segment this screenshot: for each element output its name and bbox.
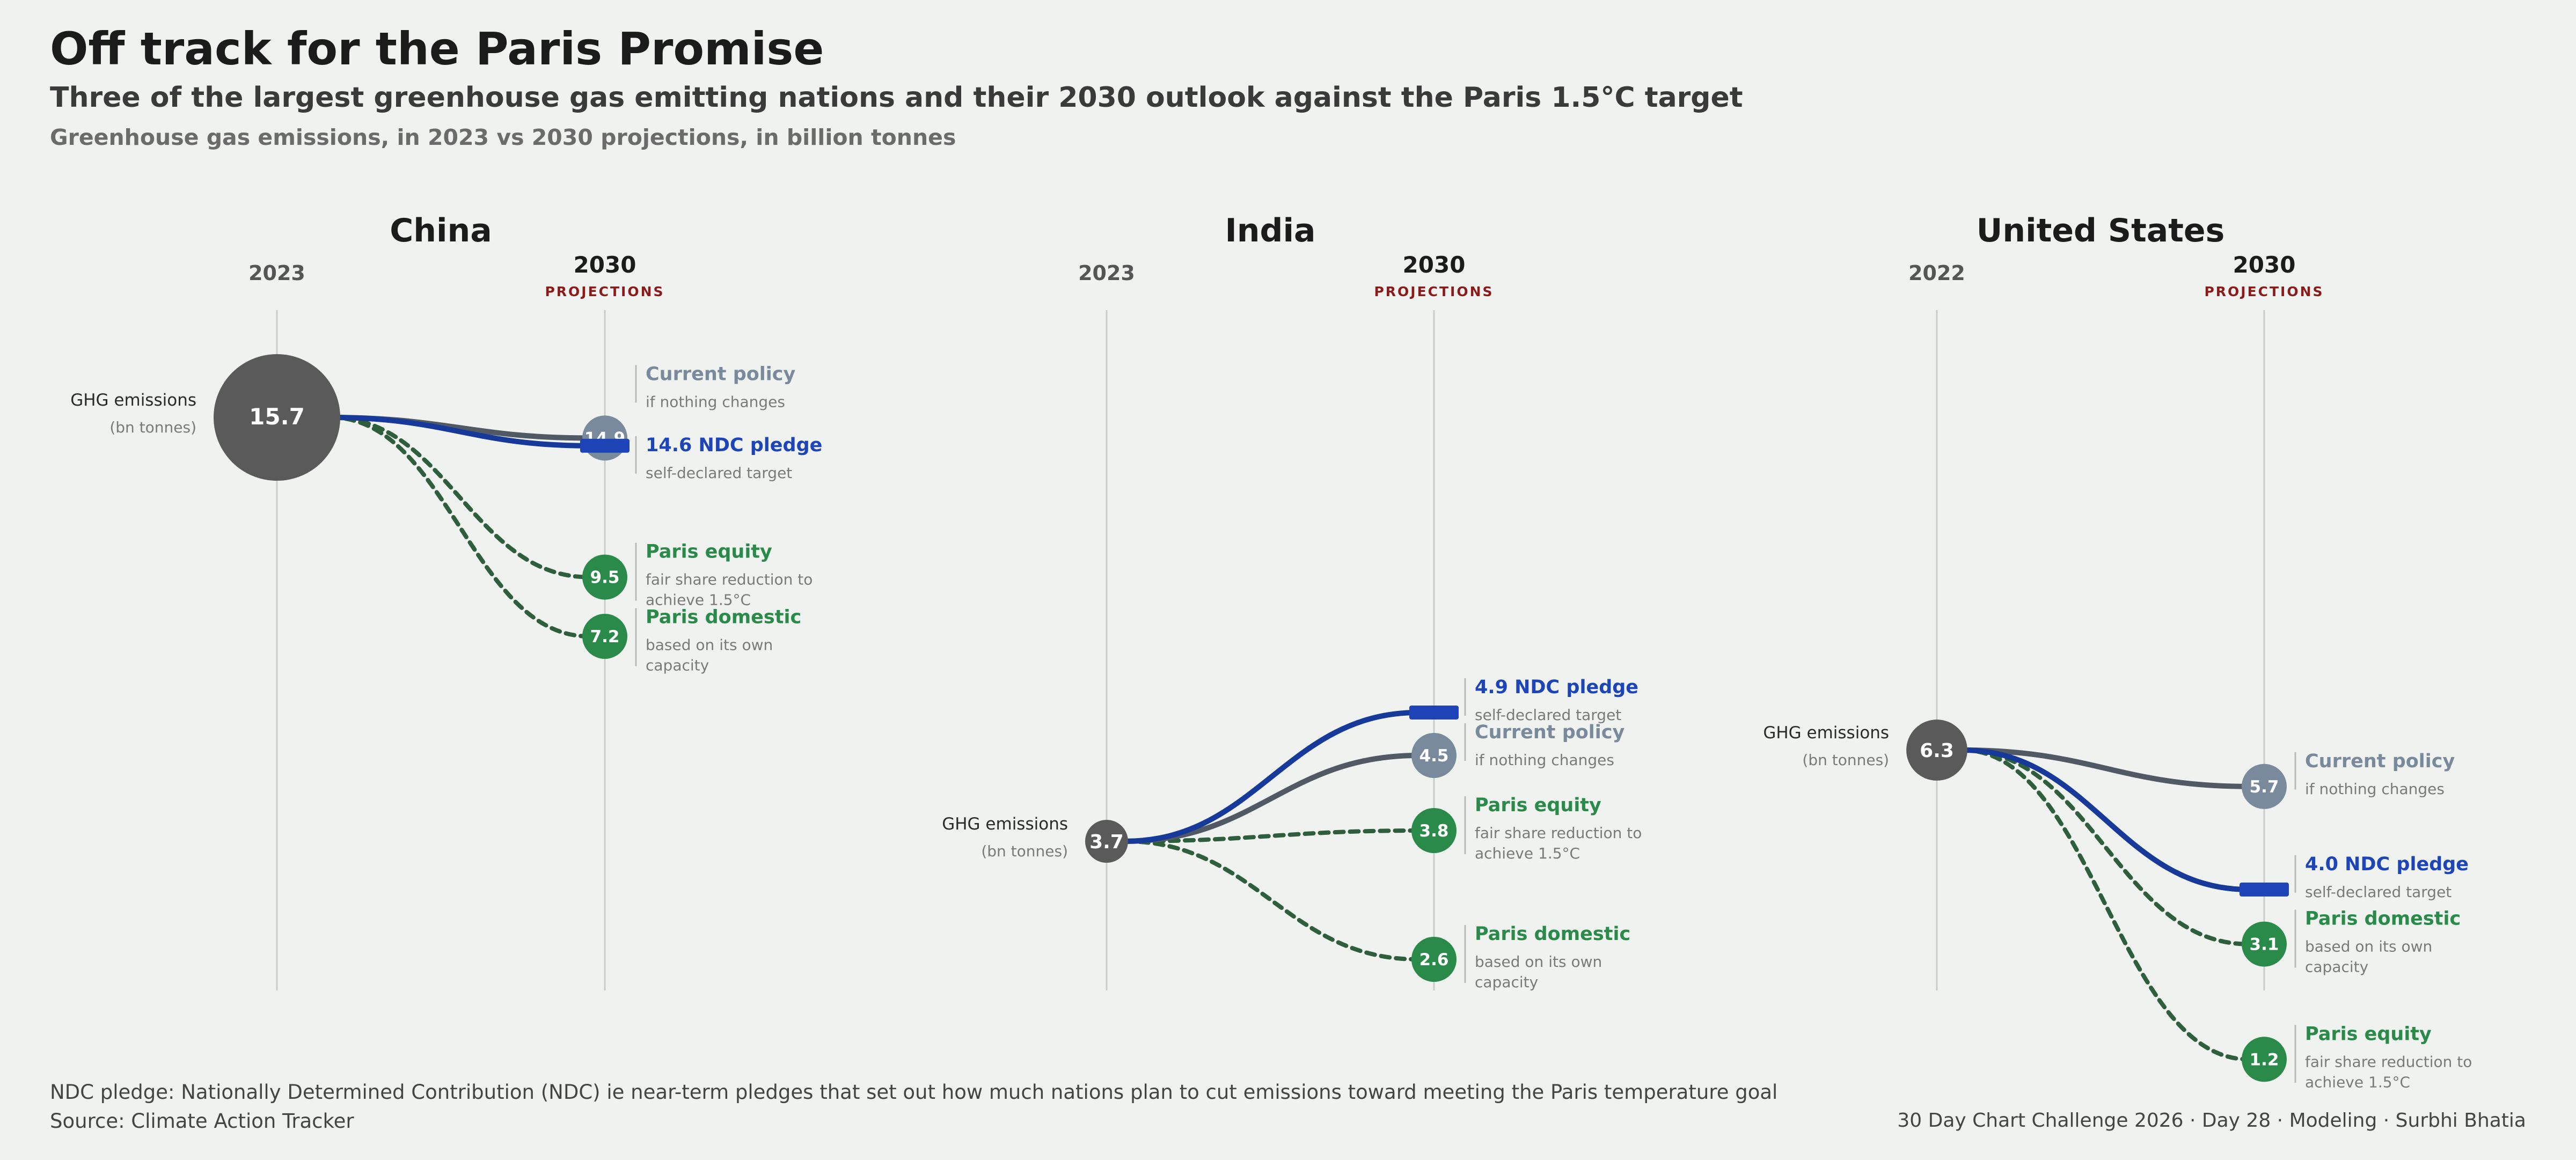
end-desc-paris-equity: achieve 1.5°C bbox=[1475, 845, 1580, 862]
start-value-label: 6.3 bbox=[1920, 740, 1954, 762]
end-desc-ndc-pledge: self-declared target bbox=[1475, 706, 1621, 724]
end-marker-paris-domestic bbox=[2242, 921, 2287, 967]
footnote-ndc: NDC pledge: Nationally Determined Contri… bbox=[50, 1081, 1778, 1104]
start-value-circle bbox=[1906, 720, 1967, 781]
start-series-label: GHG emissions bbox=[1763, 723, 1889, 743]
end-marker-ndc-pledge bbox=[1409, 706, 1459, 720]
panel-title: India bbox=[1225, 212, 1315, 249]
end-desc-ndc-pledge: self-declared target bbox=[646, 464, 792, 482]
start-year-label: 2023 bbox=[248, 261, 305, 285]
chart-title: Off track for the Paris Promise bbox=[50, 23, 824, 75]
end-value-paris-domestic: 2.6 bbox=[1419, 950, 1449, 970]
projections-label: PROJECTIONS bbox=[2204, 284, 2324, 299]
series-line-current-policy bbox=[1960, 747, 2251, 789]
panel-india: India 2023 2030 PROJECTIONS 3.7 GHG emissions… bbox=[942, 212, 1642, 991]
series-line-paris-domestic bbox=[328, 415, 591, 638]
end-value-paris-domestic: 3.1 bbox=[2250, 935, 2279, 955]
end-desc-paris-equity: fair share reduction to bbox=[1475, 824, 1642, 842]
panel-united-states: United States 2022 2030 PROJECTIONS 6.3 GHG e… bbox=[1763, 212, 2472, 1091]
end-label-current-policy: Current policy bbox=[1475, 722, 1625, 743]
panel-china: China 2023 2030 PROJECTIONS 15.7 GHG emission… bbox=[70, 212, 822, 990]
series-line-paris-equity bbox=[1960, 748, 2250, 1062]
end-marker-paris-equity bbox=[1411, 808, 1457, 853]
start-series-sublabel: (bn tonnes) bbox=[109, 419, 196, 436]
start-value-label: 15.7 bbox=[249, 403, 305, 430]
end-label-current-policy: Current policy bbox=[2305, 751, 2455, 772]
end-label-paris-domestic: Paris domestic bbox=[646, 607, 801, 628]
end-label-paris-equity: Paris equity bbox=[646, 541, 772, 563]
end-value-paris-equity: 1.2 bbox=[2250, 1050, 2279, 1069]
end-marker-ndc-pledge bbox=[2240, 882, 2289, 897]
start-year-label: 2022 bbox=[1908, 261, 1965, 285]
start-value-circle bbox=[214, 354, 340, 481]
series-line-current-policy bbox=[1122, 753, 1421, 844]
series-line-paris-equity bbox=[1123, 828, 1420, 843]
series-line-paris-domestic bbox=[1960, 748, 2250, 946]
end-desc-paris-domestic: capacity bbox=[1475, 973, 1538, 991]
start-value-circle bbox=[1085, 820, 1128, 863]
end-year-label: 2030 bbox=[2233, 252, 2296, 278]
end-label-ndc-pledge: 4.9 NDC pledge bbox=[1475, 677, 1638, 698]
series-line-paris-domestic bbox=[1123, 839, 1420, 961]
end-value-current-policy: 5.7 bbox=[2250, 777, 2279, 797]
end-label-paris-domestic: Paris domestic bbox=[1475, 923, 1630, 945]
end-desc-current-policy: if nothing changes bbox=[646, 393, 785, 410]
end-desc-paris-equity: achieve 1.5°C bbox=[646, 591, 751, 609]
projections-label: PROJECTIONS bbox=[545, 284, 664, 299]
end-label-paris-domestic: Paris domestic bbox=[2305, 908, 2461, 930]
end-year-label: 2030 bbox=[574, 252, 636, 278]
end-marker-current-policy bbox=[2242, 763, 2287, 809]
end-marker-current-policy bbox=[1411, 733, 1457, 778]
end-value-paris-domestic: 7.2 bbox=[590, 627, 620, 647]
end-marker-paris-equity bbox=[2242, 1037, 2287, 1082]
end-desc-paris-domestic: based on its own bbox=[2305, 938, 2432, 956]
projections-label: PROJECTIONS bbox=[1374, 284, 1494, 299]
end-value-paris-equity: 9.5 bbox=[590, 568, 620, 588]
end-label-ndc-pledge: 14.6 NDC pledge bbox=[646, 435, 822, 456]
panel-title: United States bbox=[1977, 212, 2225, 249]
panel-title: China bbox=[390, 212, 492, 249]
end-marker-paris-equity bbox=[582, 554, 627, 600]
end-desc-paris-equity: achieve 1.5°C bbox=[2305, 1073, 2410, 1091]
end-desc-current-policy: if nothing changes bbox=[2305, 780, 2445, 798]
end-marker-paris-domestic bbox=[1411, 937, 1457, 982]
end-desc-paris-equity: fair share reduction to bbox=[646, 571, 813, 589]
end-label-paris-equity: Paris equity bbox=[1475, 795, 1601, 816]
end-value-paris-equity: 3.8 bbox=[1419, 821, 1449, 841]
end-desc-paris-domestic: based on its own bbox=[646, 636, 773, 654]
series-line-ndc-pledge bbox=[1122, 710, 1421, 844]
source-note: Source: Climate Action Tracker bbox=[50, 1110, 354, 1133]
credit-note: 30 Day Chart Challenge 2026 · Day 28 · M… bbox=[1897, 1110, 2526, 1132]
end-desc-paris-domestic: capacity bbox=[646, 657, 709, 674]
end-value-current-policy: 4.5 bbox=[1419, 746, 1449, 766]
series-line-paris-equity bbox=[328, 415, 591, 579]
series-line-ndc-pledge bbox=[328, 415, 591, 449]
end-desc-paris-domestic: based on its own bbox=[1475, 953, 1602, 971]
series-line-ndc-pledge bbox=[1960, 747, 2251, 892]
end-desc-paris-domestic: capacity bbox=[2305, 958, 2368, 976]
start-series-sublabel: (bn tonnes) bbox=[1802, 751, 1889, 769]
start-series-sublabel: (bn tonnes) bbox=[981, 842, 1068, 860]
end-desc-ndc-pledge: self-declared target bbox=[2305, 883, 2451, 901]
start-year-label: 2023 bbox=[1078, 261, 1135, 285]
end-desc-current-policy: if nothing changes bbox=[1475, 751, 1614, 769]
end-label-ndc-pledge: 4.0 NDC pledge bbox=[2305, 854, 2469, 875]
end-label-paris-equity: Paris equity bbox=[2305, 1023, 2432, 1045]
end-marker-paris-domestic bbox=[582, 614, 627, 659]
start-series-label: GHG emissions bbox=[942, 814, 1068, 834]
start-series-label: GHG emissions bbox=[70, 391, 196, 410]
end-marker-ndc-pledge bbox=[580, 438, 630, 453]
measure-description: Greenhouse gas emissions, in 2023 vs 203… bbox=[50, 124, 956, 150]
chart-subtitle: Three of the largest greenhouse gas emit… bbox=[50, 82, 1743, 114]
end-desc-paris-equity: fair share reduction to bbox=[2305, 1053, 2472, 1070]
start-value-label: 3.7 bbox=[1089, 831, 1124, 853]
end-year-label: 2030 bbox=[1403, 252, 1466, 278]
end-label-current-policy: Current policy bbox=[646, 363, 796, 385]
